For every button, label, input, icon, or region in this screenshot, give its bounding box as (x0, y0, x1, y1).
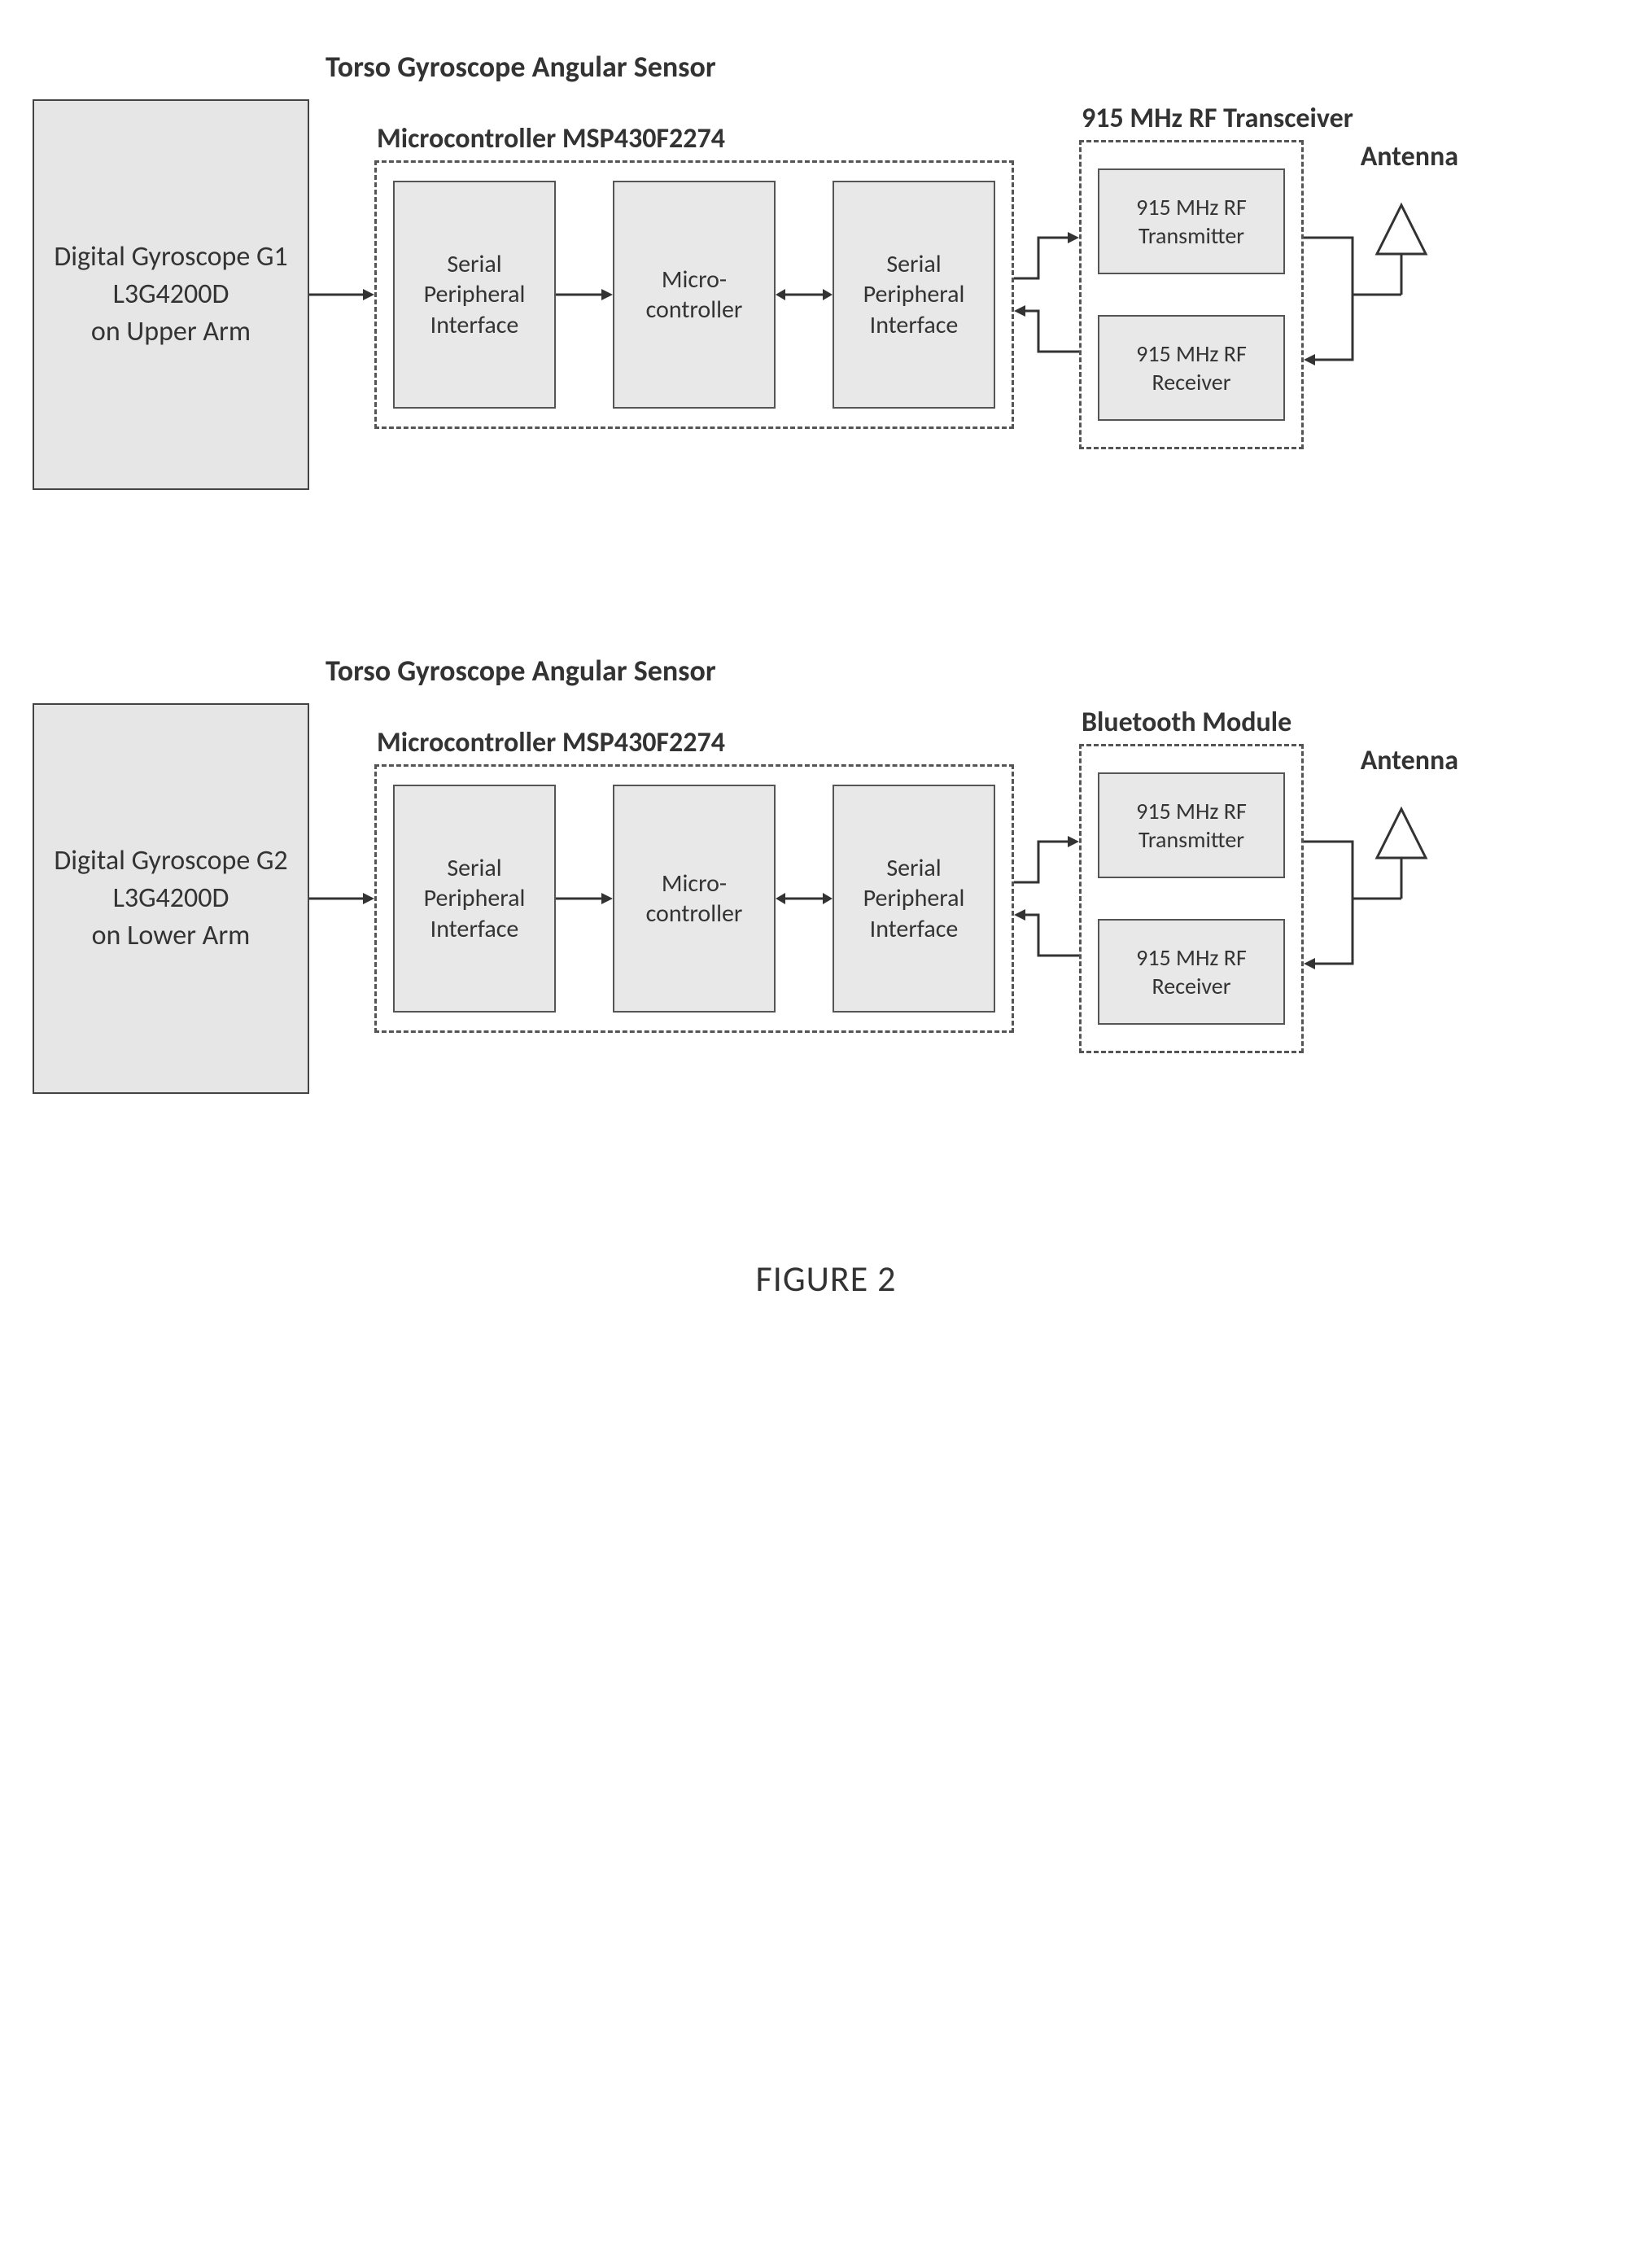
mcu-group-label: Microcontroller MSP430F2274 (377, 122, 725, 155)
antenna-label: Antenna (1361, 744, 1458, 777)
arrow-spi-to-core (556, 282, 613, 307)
spi-box-1: Serial Peripheral Interface (393, 181, 556, 409)
spi-box-2: Serial Peripheral Interface (833, 785, 995, 1013)
microcontroller-core: Micro-controller (613, 181, 776, 409)
rx-box: 915 MHz RF Receiver (1098, 315, 1285, 421)
antenna: Antenna (1304, 181, 1450, 409)
figure-caption: FIGURE 2 (33, 1257, 1619, 1301)
rf-group: 915 MHz RF Transceiver 915 MHz RF Transm… (1079, 140, 1304, 449)
unit-row: Digital Gyroscope G2 L3G4200D on Lower A… (33, 703, 1619, 1094)
mcu-group: Microcontroller MSP430F2274 Serial Perip… (374, 764, 1014, 1033)
spi1-label: Serial Peripheral Interface (395, 853, 554, 945)
antenna-label: Antenna (1361, 140, 1458, 173)
gyro-line-1: Digital Gyroscope G2 (54, 842, 287, 880)
tx-box: 915 MHz RF Transmitter (1098, 772, 1285, 878)
spi-box-2: Serial Peripheral Interface (833, 181, 995, 409)
rx-label: 915 MHz RF Receiver (1099, 339, 1283, 396)
unit-title: Torso Gyroscope Angular Sensor (326, 653, 1619, 689)
arrow-gyro-to-mcu (309, 286, 374, 303)
spi2-label: Serial Peripheral Interface (834, 249, 994, 341)
rf-group: Bluetooth Module 915 MHz RF Transmitter … (1079, 744, 1304, 1053)
tx-label: 915 MHz RF Transmitter (1099, 193, 1283, 250)
sensor-unit-2: Torso Gyroscope Angular Sensor Digital G… (33, 653, 1619, 1094)
arrow-core-to-spi2 (776, 886, 833, 911)
tx-box: 915 MHz RF Transmitter (1098, 168, 1285, 274)
spi2-label: Serial Peripheral Interface (834, 853, 994, 945)
rx-label: 915 MHz RF Receiver (1099, 943, 1283, 1000)
microcontroller-core: Micro-controller (613, 785, 776, 1013)
rx-box: 915 MHz RF Receiver (1098, 919, 1285, 1025)
spi-box-1: Serial Peripheral Interface (393, 785, 556, 1013)
gyro-line-2: L3G4200D (113, 880, 229, 917)
mcu-to-rf-connector (1014, 181, 1079, 409)
antenna: Antenna (1304, 785, 1450, 1013)
mcu-group-label: Microcontroller MSP430F2274 (377, 726, 725, 759)
gyro-line-3: on Upper Arm (91, 313, 251, 351)
arrow-core-to-spi2 (776, 282, 833, 307)
unit-row: Digital Gyroscope G1 L3G4200D on Upper A… (33, 99, 1619, 490)
core-label: Micro-controller (614, 868, 774, 929)
sensor-unit-1: Torso Gyroscope Angular Sensor Digital G… (33, 49, 1619, 490)
mcu-group: Microcontroller MSP430F2274 Serial Perip… (374, 160, 1014, 429)
gyro-line-1: Digital Gyroscope G1 (54, 238, 287, 276)
txrx-column: 915 MHz RF Transmitter 915 MHz RF Receiv… (1098, 772, 1285, 1025)
gyroscope-block: Digital Gyroscope G2 L3G4200D on Lower A… (33, 703, 309, 1094)
arrow-spi-to-core (556, 886, 613, 911)
rf-group-label: Bluetooth Module (1082, 706, 1291, 739)
gyro-line-3: on Lower Arm (92, 917, 251, 955)
spi1-label: Serial Peripheral Interface (395, 249, 554, 341)
txrx-column: 915 MHz RF Transmitter 915 MHz RF Receiv… (1098, 168, 1285, 421)
tx-label: 915 MHz RF Transmitter (1099, 797, 1283, 854)
mcu-to-rf-connector (1014, 785, 1079, 1013)
gyroscope-block: Digital Gyroscope G1 L3G4200D on Upper A… (33, 99, 309, 490)
arrow-gyro-to-mcu (309, 890, 374, 907)
gyro-line-2: L3G4200D (113, 276, 229, 313)
unit-title: Torso Gyroscope Angular Sensor (326, 49, 1619, 85)
rf-group-label: 915 MHz RF Transceiver (1082, 102, 1353, 135)
core-label: Micro-controller (614, 265, 774, 326)
